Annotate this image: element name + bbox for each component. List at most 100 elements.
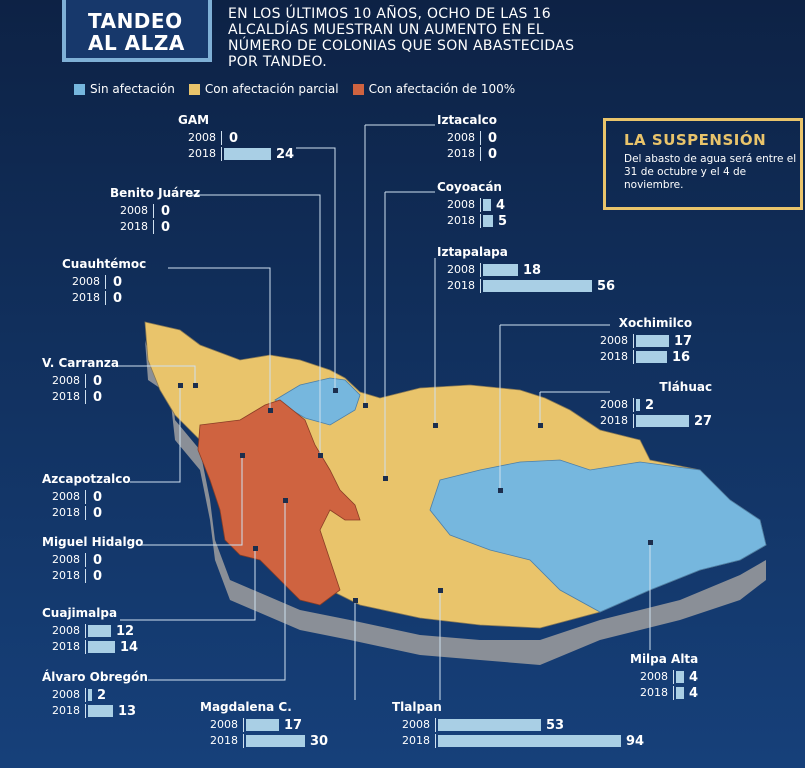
year-label: 2018 bbox=[590, 414, 634, 428]
year-label: 2008 bbox=[110, 204, 154, 218]
legend-label: Con afectación de 100% bbox=[368, 82, 516, 96]
year-label: 2008 bbox=[437, 198, 481, 212]
value-label: 0 bbox=[93, 505, 103, 521]
alcaldia-gam: GAM 2008 0 2018 24 bbox=[178, 113, 294, 162]
alcaldia-row-2018: 2018 4 bbox=[630, 685, 698, 701]
page-title: TANDEO AL ALZA bbox=[88, 10, 185, 54]
alcaldia-row-2008: 2008 4 bbox=[437, 197, 507, 213]
title-frame bbox=[62, 0, 212, 62]
legend-item-parcial: Con afectación parcial bbox=[188, 82, 339, 96]
value-label: 4 bbox=[689, 685, 699, 701]
alcaldia-row-2018: 2018 0 bbox=[42, 568, 143, 584]
alcaldia-name: Magdalena C. bbox=[200, 700, 292, 714]
year-label: 2018 bbox=[590, 350, 634, 364]
alcaldia-name: Álvaro Obregón bbox=[42, 670, 148, 684]
alcaldia-name: Xochimilco bbox=[618, 316, 693, 330]
alcaldia-v-carranza: V. Carranza 2008 0 2018 0 bbox=[42, 356, 119, 405]
alcaldia-cuauhtemoc: Cuauhtémoc 2008 0 2018 0 bbox=[62, 257, 146, 306]
value-label: 0 bbox=[113, 274, 123, 290]
alcaldia-name: Cuauhtémoc bbox=[62, 257, 147, 271]
legend-item-100: Con afectación de 100% bbox=[352, 82, 516, 96]
value-label: 0 bbox=[161, 203, 171, 219]
suspension-body: Del abasto de agua será entre el 31 de o… bbox=[624, 153, 797, 191]
value-bar bbox=[246, 735, 305, 747]
alcaldia-row-2008: 2008 0 bbox=[437, 130, 497, 146]
value-label: 4 bbox=[689, 669, 699, 685]
year-label: 2008 bbox=[178, 131, 222, 145]
year-label: 2018 bbox=[42, 704, 86, 718]
alcaldia-iztapalapa: Iztapalapa 2008 18 2018 56 bbox=[437, 245, 615, 294]
year-label: 2008 bbox=[200, 718, 244, 732]
alcaldia-cuajimalpa: Cuajimalpa 2008 12 2018 14 bbox=[42, 606, 138, 655]
alcaldia-milpa-alta: Milpa Alta 2008 4 2018 4 bbox=[630, 652, 698, 701]
alcaldia-row-2018: 2018 30 bbox=[200, 733, 328, 749]
region-100 bbox=[197, 399, 361, 606]
value-label: 4 bbox=[496, 197, 506, 213]
year-label: 2008 bbox=[437, 263, 481, 277]
alcaldia-row-2008: 2008 17 bbox=[200, 717, 328, 733]
alcaldia-row-2008: 2008 0 bbox=[42, 373, 119, 389]
alcaldia-row-2008: 2008 0 bbox=[62, 274, 146, 290]
alcaldia-miguel-hidalgo: Miguel Hidalgo 2008 0 2018 0 bbox=[42, 535, 143, 584]
alcaldia-row-2018: 2018 14 bbox=[42, 639, 138, 655]
year-label: 2018 bbox=[178, 147, 222, 161]
value-bar bbox=[88, 705, 113, 717]
alcaldia-tlalpan: Tlalpan 2008 53 2018 94 bbox=[392, 700, 644, 749]
value-bar bbox=[483, 199, 491, 211]
alcaldia-iztacalco: Iztacalco 2008 0 2018 0 bbox=[437, 113, 497, 162]
year-label: 2018 bbox=[42, 569, 86, 583]
alcaldia-row-2008: 2008 0 bbox=[178, 130, 294, 146]
alcaldia-name: Cuajimalpa bbox=[42, 606, 118, 620]
value-bar bbox=[224, 148, 271, 160]
value-bar bbox=[438, 735, 621, 747]
value-bar bbox=[483, 280, 592, 292]
year-label: 2008 bbox=[392, 718, 436, 732]
year-label: 2018 bbox=[437, 147, 481, 161]
alcaldia-row-2018: 2018 0 bbox=[42, 389, 119, 405]
year-label: 2008 bbox=[42, 624, 86, 638]
year-label: 2008 bbox=[590, 398, 634, 412]
alcaldia-row-2018: 2018 5 bbox=[437, 213, 507, 229]
value-label: 0 bbox=[488, 130, 498, 146]
suspension-heading: LA SUSPENSIÓN bbox=[624, 131, 767, 149]
region-gam bbox=[274, 377, 361, 426]
alcaldia-row-2018: 2018 0 bbox=[42, 505, 131, 521]
value-label: 56 bbox=[597, 278, 616, 294]
year-label: 2008 bbox=[42, 490, 86, 504]
year-label: 2018 bbox=[42, 640, 86, 654]
legend: Sin afectación Con afectación parcial Co… bbox=[74, 82, 515, 96]
alcaldia-row-2018: 2018 24 bbox=[178, 146, 294, 162]
value-label: 24 bbox=[276, 146, 295, 162]
legend-item-sin: Sin afectación bbox=[74, 82, 175, 96]
legend-label: Con afectación parcial bbox=[204, 82, 339, 96]
alcaldia-alvaro-obregon: Álvaro Obregón 2008 2 2018 13 bbox=[42, 670, 148, 719]
year-label: 2008 bbox=[42, 688, 86, 702]
alcaldia-azcapotzalco: Azcapotzalco 2008 0 2018 0 bbox=[42, 472, 131, 521]
alcaldia-row-2008: 2008 0 bbox=[42, 489, 131, 505]
alcaldia-row-2018: 2018 0 bbox=[62, 290, 146, 306]
year-label: 2018 bbox=[110, 220, 154, 234]
alcaldia-row-2018: 2018 56 bbox=[437, 278, 615, 294]
value-label: 13 bbox=[118, 703, 137, 719]
value-bar bbox=[483, 264, 518, 276]
year-label: 2018 bbox=[42, 390, 86, 404]
legend-label: Sin afectación bbox=[90, 82, 175, 96]
value-label: 27 bbox=[694, 413, 713, 429]
value-label: 0 bbox=[93, 489, 103, 505]
value-label: 5 bbox=[498, 213, 508, 229]
value-bar bbox=[636, 415, 689, 427]
year-label: 2018 bbox=[437, 214, 481, 228]
value-label: 0 bbox=[93, 552, 103, 568]
value-label: 0 bbox=[93, 373, 103, 389]
value-label: 0 bbox=[113, 290, 123, 306]
title-line-1: TANDEO bbox=[88, 9, 183, 33]
year-label: 2008 bbox=[62, 275, 106, 289]
value-label: 2 bbox=[645, 397, 655, 413]
alcaldia-row-2018: 2018 0 bbox=[437, 146, 497, 162]
value-label: 0 bbox=[93, 568, 103, 584]
year-label: 2018 bbox=[392, 734, 436, 748]
value-label: 0 bbox=[93, 389, 103, 405]
year-label: 2008 bbox=[630, 670, 674, 684]
alcaldia-name: Iztacalco bbox=[437, 113, 497, 127]
